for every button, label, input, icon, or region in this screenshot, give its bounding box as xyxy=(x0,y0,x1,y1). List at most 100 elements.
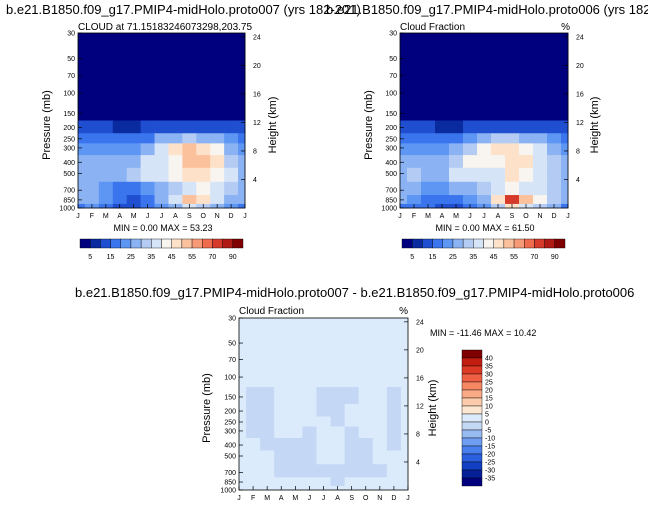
heatmap-cell xyxy=(519,84,534,104)
heatmap-cell xyxy=(344,450,360,465)
y-tick-label: 30 xyxy=(389,31,397,38)
heatmap-cell xyxy=(84,33,100,47)
y2-tick-label: 4 xyxy=(253,177,257,184)
heatmap-cell xyxy=(477,181,492,196)
heatmap-cell xyxy=(547,120,562,134)
heatmap-cell xyxy=(372,330,388,352)
heatmap-cell xyxy=(330,416,346,427)
heatmap-cell xyxy=(210,155,225,169)
colorbar-swatch xyxy=(461,469,483,479)
heatmap-cell xyxy=(477,167,492,183)
heatmap-cell xyxy=(330,477,346,487)
heatmap-cell xyxy=(372,416,388,427)
heatmap-cell xyxy=(547,84,562,104)
heatmap-cell xyxy=(288,330,303,352)
x-tick-label: J xyxy=(468,213,472,220)
x-tick-label: A xyxy=(117,213,122,220)
heatmap-cell xyxy=(386,387,402,405)
heatmap-cell xyxy=(238,181,246,196)
y-tick-label: 700 xyxy=(385,188,397,195)
heatmap-cell xyxy=(491,120,506,134)
heatmap-cell xyxy=(126,120,142,134)
heatmap-cell xyxy=(421,155,436,169)
heatmap-cell xyxy=(238,203,246,209)
heatmap-cell xyxy=(140,103,155,121)
heatmap-cell xyxy=(154,45,169,68)
heatmap-cell xyxy=(302,404,317,417)
x-tick-label: F xyxy=(251,495,255,502)
heatmap-cell xyxy=(561,66,569,85)
heatmap-cell xyxy=(84,143,100,156)
y-tick-label: 70 xyxy=(67,73,75,80)
colorbar-tick-label: 15 xyxy=(485,396,493,403)
heatmap-cell xyxy=(407,45,422,68)
colorbar-swatch xyxy=(461,349,483,359)
heatmap-cell xyxy=(533,181,548,196)
colorbar-swatch xyxy=(89,238,101,249)
y-tick-label: 150 xyxy=(224,394,236,401)
heatmap-cell xyxy=(98,167,114,183)
heatmap-cell xyxy=(400,351,409,369)
heatmap-cell xyxy=(154,84,169,104)
colorbar-swatch xyxy=(461,437,483,447)
heatmap-cell xyxy=(260,450,275,465)
heatmap-cell xyxy=(224,45,239,68)
heatmap-cell xyxy=(112,33,128,47)
x-tick-label: M xyxy=(103,213,109,220)
heatmap-cell xyxy=(84,155,100,169)
panel2-left-label: Cloud Fraction xyxy=(400,22,465,33)
colorbar-tick-label: -15 xyxy=(485,444,495,451)
panel1-title: b.e21.B1850.f09_g17.PMIP4-midHolo.proto0… xyxy=(6,2,361,17)
heatmap-cell xyxy=(239,438,247,451)
heatmap-cell xyxy=(400,167,408,183)
y2-tick-label: 20 xyxy=(253,63,261,70)
colorbar-swatch xyxy=(452,238,464,249)
x-tick-label: S xyxy=(349,495,354,502)
colorbar-swatch xyxy=(554,238,566,249)
heatmap-cell xyxy=(400,477,409,487)
heatmap-cell xyxy=(112,167,128,183)
heatmap-cell xyxy=(491,84,506,104)
colorbar-tick-label: 20 xyxy=(485,388,493,395)
heatmap-cell xyxy=(288,318,303,331)
y2-tick-label: 8 xyxy=(416,431,420,438)
heatmap-cell xyxy=(224,155,239,169)
heatmap-cell xyxy=(407,143,422,156)
heatmap-cell xyxy=(210,84,225,104)
heatmap-cell xyxy=(210,66,225,85)
heatmap-cell xyxy=(533,33,548,47)
colorbar-swatch xyxy=(140,238,152,249)
heatmap-cell xyxy=(316,387,331,405)
heatmap-cell xyxy=(168,66,183,85)
y-tick-label: 500 xyxy=(385,171,397,178)
heatmap-cell xyxy=(519,66,534,85)
y-tick-label: 30 xyxy=(228,316,236,323)
heatmap-cell xyxy=(561,155,569,169)
panel3-minmax: MIN = -11.46 MAX = 10.42 xyxy=(430,328,536,338)
x-tick-label: J xyxy=(482,213,486,220)
y-tick-label: 850 xyxy=(63,197,75,204)
heatmap-cell xyxy=(372,477,388,487)
heatmap-cell xyxy=(210,133,225,144)
colorbar-swatch xyxy=(461,477,483,487)
heatmap-cell xyxy=(224,33,239,47)
heatmap-cell xyxy=(224,143,239,156)
heatmap-cell xyxy=(288,477,303,487)
colorbar-tick-label: 15 xyxy=(107,254,115,261)
heatmap-cell xyxy=(400,155,408,169)
heatmap-cell xyxy=(519,103,534,121)
heatmap-cell xyxy=(505,167,520,183)
heatmap-cell xyxy=(210,181,225,196)
heatmap-cell xyxy=(463,181,478,196)
y2-tick-label: 12 xyxy=(416,403,424,410)
y-tick-label: 70 xyxy=(389,73,397,80)
heatmap-cell xyxy=(561,143,569,156)
colorbar-tick-label: -20 xyxy=(485,452,495,459)
colorbar-swatch xyxy=(442,238,454,249)
heatmap-cell xyxy=(302,438,317,451)
heatmap-cell xyxy=(182,133,197,144)
heatmap-cell xyxy=(449,167,464,183)
colorbar-tick-label: 5 xyxy=(485,412,489,419)
heatmap-cell xyxy=(274,416,289,427)
heatmap-cell xyxy=(477,133,492,144)
